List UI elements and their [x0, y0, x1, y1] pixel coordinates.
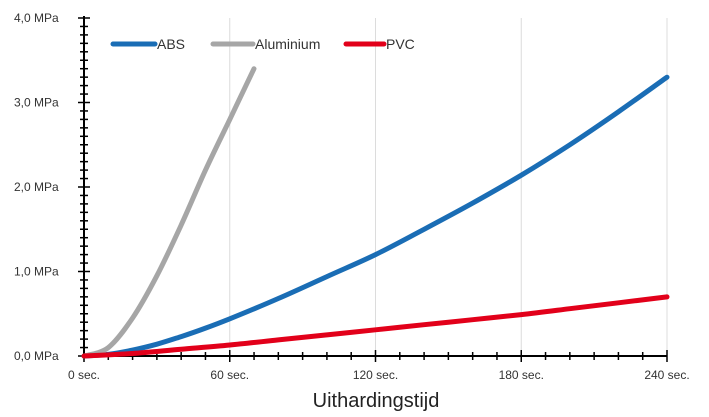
series [81, 66, 670, 359]
grid [229, 18, 668, 356]
series-line-abs [81, 74, 670, 359]
x-tick-label: 240 sec. [644, 368, 689, 382]
y-tick-label: 3,0 MPa [14, 96, 59, 110]
series-line-pvc [81, 294, 670, 359]
y-tick-label: 0,0 MPa [14, 349, 59, 363]
y-tick-label: 2,0 MPa [14, 180, 59, 194]
x-tick-label: 60 sec. [210, 368, 249, 382]
ticks: 0,0 MPa 1,0 MPa 2,0 MPa 3,0 MPa 4,0 MPa 0 sec… [14, 11, 690, 382]
y-tick-label: 4,0 MPa [14, 11, 59, 25]
legend-label-abs: ABS [157, 36, 185, 52]
series-line-aluminium [81, 66, 257, 359]
x-axis-label: Uithardingstijd [313, 390, 440, 412]
legend-label-aluminium: Aluminium [255, 36, 320, 52]
x-tick-label: 120 sec. [353, 368, 398, 382]
y-tick-label: 1,0 MPa [14, 265, 59, 279]
x-tick-label: 180 sec. [499, 368, 544, 382]
legend-label-pvc: PVC [386, 36, 415, 52]
legend: ABS Aluminium PVC [110, 36, 415, 52]
x-tick-label: 0 sec. [68, 368, 100, 382]
